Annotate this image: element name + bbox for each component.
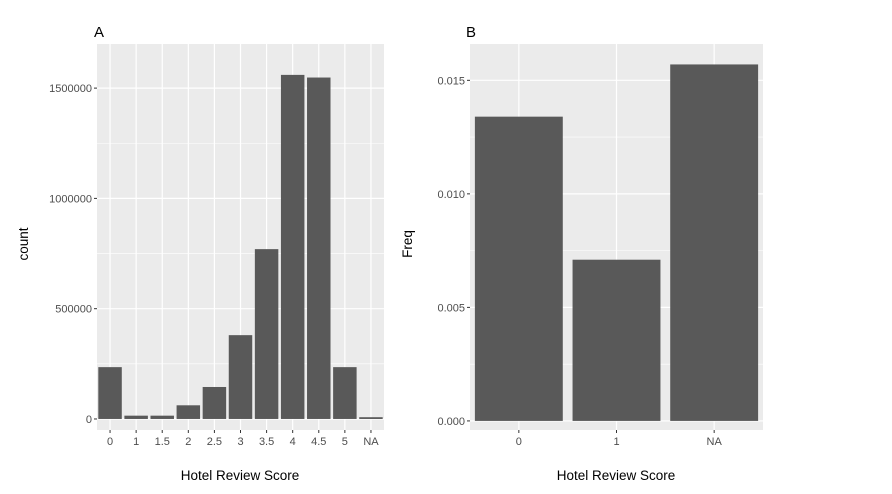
panel-b-bars [474,64,759,421]
bar-4 [280,74,305,419]
panel-label-a: A [94,24,104,41]
x-tick-label: 3.5 [259,436,274,448]
x-tick-label: 1 [613,436,619,448]
bar-na [359,417,383,419]
x-tick-label: 4.5 [311,436,326,448]
x-tick-label: 2.5 [207,436,222,448]
x-tick-label: 0 [516,436,522,448]
panel-b-x-axis-title: Hotel Review Score [557,468,676,483]
chart-panel-a: A 0 500000 1000000 1500000 0 1 1.5 2 2.5 3 3.5 4 4.… [16,24,384,483]
panel-a-bars [98,74,383,419]
y-tick-label: 1500000 [49,83,92,95]
bar-5 [333,367,357,419]
bar-3 [228,335,253,419]
bar-1-5 [150,415,174,419]
y-tick-label: 0 [86,414,92,426]
x-tick-label: 1.5 [155,436,170,448]
bar-0 [98,367,122,419]
bar-4-5 [307,77,331,419]
y-tick-label: 0.015 [437,75,465,87]
y-tick-label: 0.000 [437,416,465,428]
bar-0 [474,116,563,421]
y-tick-label: 0.005 [437,302,465,314]
x-tick-label: NA [363,436,379,448]
bar-na [670,64,759,421]
y-tick-label: 500000 [55,304,92,316]
panel-a-x-axis-title: Hotel Review Score [181,468,300,483]
panel-b-y-axis-title: Freq [400,230,415,258]
panel-b-x-axis: 0 1 NA [516,430,723,448]
panel-b-y-axis: 0.000 0.005 0.010 0.015 [437,75,470,428]
bar-2-5 [202,386,227,419]
panel-a-y-axis-title: count [16,227,31,260]
x-tick-label: 2 [185,436,191,448]
x-tick-label: 0 [107,436,113,448]
panel-a-y-axis: 0 500000 1000000 1500000 [49,83,97,426]
chart-panel-b: B 0.000 0.005 0.010 0.015 0 1 NA Hotel Review… [400,24,763,483]
x-tick-label: NA [707,436,723,448]
x-tick-label: 1 [133,436,139,448]
panel-a-x-axis: 0 1 1.5 2 2.5 3 3.5 4 4.5 5 NA [107,430,379,448]
panel-label-b: B [466,24,476,41]
bar-2 [176,405,201,419]
x-tick-label: 3 [237,436,243,448]
x-tick-label: 4 [290,436,296,448]
bar-3-5 [254,249,279,419]
bar-1 [124,415,148,419]
bar-1 [572,259,661,421]
x-tick-label: 5 [342,436,348,448]
y-tick-label: 0.010 [437,189,465,201]
y-tick-label: 1000000 [49,193,92,205]
